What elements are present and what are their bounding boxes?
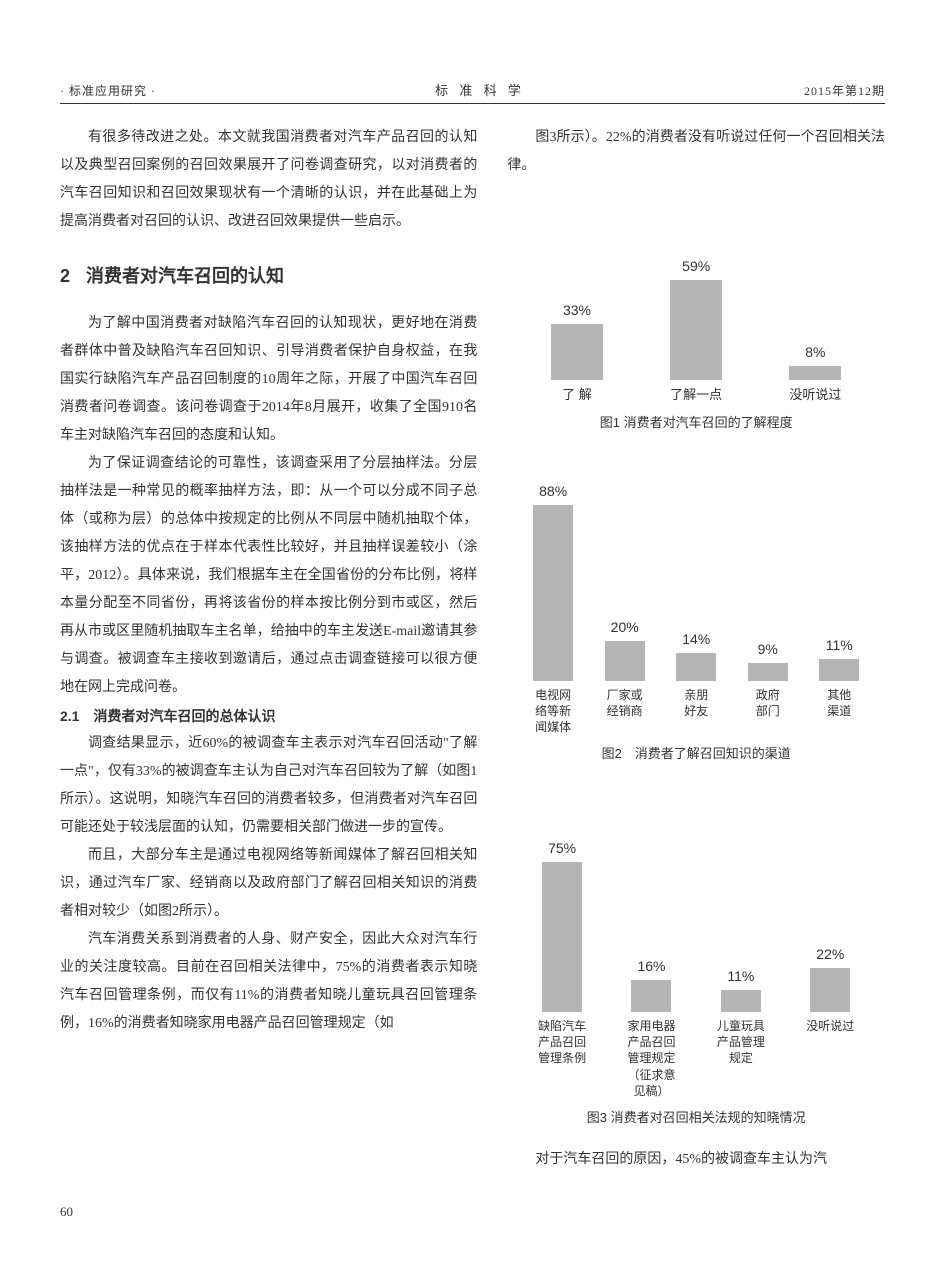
running-header: · 标准应用研究 · 标 准 科 学 2015年第12期 <box>60 80 885 104</box>
bar <box>605 641 645 681</box>
header-center: 标 准 科 学 <box>435 80 525 99</box>
page-number: 60 <box>60 1204 885 1220</box>
two-column-layout: 有很多待改进之处。本文就我国消费者对汽车产品召回的认知以及典型召回案例的召回效果… <box>60 124 885 1174</box>
bar <box>810 968 850 1012</box>
bar <box>670 280 722 380</box>
bar-group: 22% <box>786 946 875 1012</box>
chart-1-container: 33% 59% 8% 了 解了解一点没听说过 图1 消费者对汽车召回的了解程度 <box>507 180 885 431</box>
bar-value-label: 20% <box>611 619 639 635</box>
category-label: 亲朋好友 <box>660 687 732 736</box>
bar <box>551 324 603 380</box>
bar <box>676 653 716 681</box>
chart-3-caption: 图3 消费者对召回相关法规的知晓情况 <box>507 1107 885 1126</box>
category-label: 政府部门 <box>732 687 804 736</box>
intro-continuation: 图3所示）。22%的消费者没有听说过任何一个召回相关法律。 <box>507 124 885 180</box>
bar-value-label: 22% <box>816 946 844 962</box>
bar-group: 20% <box>589 619 661 681</box>
bar-value-label: 11% <box>826 637 853 653</box>
bar <box>542 862 582 1012</box>
bar-group: 88% <box>517 483 589 681</box>
category-label: 其他渠道 <box>804 687 876 736</box>
bar <box>819 659 859 681</box>
bar <box>533 505 573 681</box>
bar-group: 16% <box>607 958 696 1012</box>
intro-paragraph: 有很多待改进之处。本文就我国消费者对汽车产品召回的认知以及典型召回案例的召回效果… <box>60 124 477 236</box>
category-label: 了解一点 <box>637 386 756 404</box>
bar-group: 75% <box>517 840 606 1012</box>
chart-2: 88% 20% 14% 9% 11% <box>507 451 885 681</box>
chart-3: 75% 16% 11% 22% <box>507 782 885 1012</box>
chart-3-categories: 缺陷汽车产品召回管理条例家用电器产品召回管理规定（征求意见稿）儿童玩具产品管理规… <box>507 1012 885 1099</box>
section-2-heading: 2 消费者对汽车召回的认知 <box>60 262 477 288</box>
header-right: 2015年第12期 <box>804 82 885 99</box>
left-column: 有很多待改进之处。本文就我国消费者对汽车产品召回的认知以及典型召回案例的召回效果… <box>60 124 477 1174</box>
bar-value-label: 9% <box>758 641 778 657</box>
category-label: 了 解 <box>517 386 636 404</box>
bar-value-label: 59% <box>682 258 710 274</box>
paragraph-5: 汽车消费关系到消费者的人身、财产安全，因此大众对汽车行业的关注度较高。目前在召回… <box>60 926 477 1038</box>
bar <box>748 663 788 681</box>
bar-value-label: 14% <box>682 631 710 647</box>
header-left: · 标准应用研究 · <box>60 82 156 99</box>
chart-1: 33% 59% 8% <box>507 180 885 380</box>
bar-value-label: 16% <box>637 958 665 974</box>
bar <box>721 990 761 1012</box>
bar <box>631 980 671 1012</box>
paragraph-4: 而且，大部分车主是通过电视网络等新闻媒体了解召回相关知识，通过汽车厂家、经销商以… <box>60 842 477 926</box>
category-label: 缺陷汽车产品召回管理条例 <box>517 1018 606 1099</box>
category-label: 电视网络等新闻媒体 <box>517 687 589 736</box>
bar-value-label: 33% <box>563 302 591 318</box>
bar-group: 33% <box>517 302 636 380</box>
bar-value-label: 75% <box>548 840 576 856</box>
section-title: 消费者对汽车召回的认知 <box>86 266 284 286</box>
chart-2-container: 88% 20% 14% 9% 11% 电视网络等新闻媒体厂家或经销商亲朋好友政府部门其他… <box>507 451 885 763</box>
bar-group: 11% <box>696 968 785 1012</box>
bar-group: 8% <box>756 344 875 380</box>
paragraph-2: 为了保证调查结论的可靠性，该调查采用了分层抽样法。分层抽样法是一种常见的概率抽样… <box>60 450 477 702</box>
bar-value-label: 8% <box>805 344 825 360</box>
chart-2-caption: 图2 消费者了解召回知识的渠道 <box>507 743 885 762</box>
section-number: 2 <box>60 266 70 286</box>
paragraph-1: 为了解中国消费者对缺陷汽车召回的认知现状，更好地在消费者群体中普及缺陷汽车召回知… <box>60 310 477 450</box>
bar-group: 59% <box>637 258 756 380</box>
category-label: 儿童玩具产品管理规定 <box>696 1018 785 1099</box>
category-label: 厂家或经销商 <box>589 687 661 736</box>
bar-value-label: 11% <box>727 968 754 984</box>
paragraph-3: 调查结果显示，近60%的被调查车主表示对汽车召回活动"了解一点"，仅有33%的被… <box>60 730 477 842</box>
bar <box>789 366 841 380</box>
category-label: 没听说过 <box>786 1018 875 1099</box>
trailing-paragraph: 对于汽车召回的原因，45%的被调查车主认为汽 <box>507 1146 885 1174</box>
bar-value-label: 88% <box>539 483 567 499</box>
right-column: 图3所示）。22%的消费者没有听说过任何一个召回相关法律。 33% 59% 8% 了… <box>507 124 885 1174</box>
bar-group: 14% <box>660 631 732 681</box>
chart-3-container: 75% 16% 11% 22% 缺陷汽车产品召回管理条例家用电器产品召回管理规定（征求… <box>507 782 885 1126</box>
bar-group: 9% <box>732 641 804 681</box>
category-label: 家用电器产品召回管理规定（征求意见稿） <box>607 1018 696 1099</box>
chart-1-caption: 图1 消费者对汽车召回的了解程度 <box>507 412 885 431</box>
bar-group: 11% <box>804 637 876 681</box>
chart-1-categories: 了 解了解一点没听说过 <box>507 380 885 404</box>
chart-2-categories: 电视网络等新闻媒体厂家或经销商亲朋好友政府部门其他渠道 <box>507 681 885 736</box>
subsection-2-1: 2.1 消费者对汽车召回的总体认识 <box>60 706 477 726</box>
category-label: 没听说过 <box>756 386 875 404</box>
